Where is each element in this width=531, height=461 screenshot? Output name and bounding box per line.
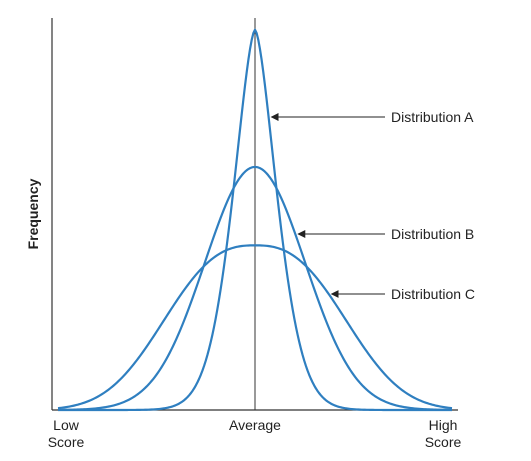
x-tick-low-line1: Low bbox=[53, 417, 80, 433]
x-tick-average: Average bbox=[229, 417, 281, 433]
series-label-c: Distribution C bbox=[391, 286, 475, 302]
series-curve-b bbox=[57, 165, 453, 411]
annotation-group: Distribution A Distribution B Distribution… bbox=[270, 109, 475, 302]
x-tick-high-line2: Score bbox=[425, 434, 462, 450]
y-axis-label: Frequency bbox=[25, 178, 41, 249]
x-tick-high-line1: High bbox=[429, 417, 458, 433]
x-tick-low-line2: Score bbox=[48, 434, 85, 450]
series-label-a: Distribution A bbox=[391, 109, 474, 125]
series-group bbox=[57, 28, 453, 412]
series-curve-a bbox=[58, 28, 452, 412]
series-curve-c bbox=[57, 244, 453, 410]
series-label-b: Distribution B bbox=[391, 226, 474, 242]
